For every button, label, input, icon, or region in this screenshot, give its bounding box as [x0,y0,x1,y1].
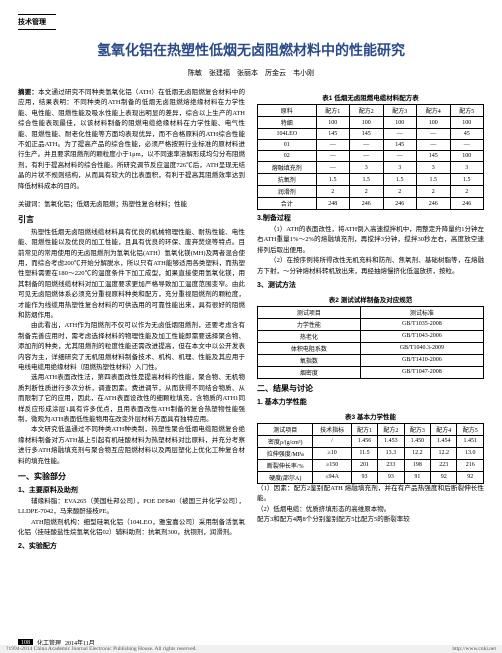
copyright-right: http://www.cnki.net [452,646,496,652]
note-p3: 配方3和配方4两8个分别鉴别配方5比配方5的断裂率较 [257,515,484,525]
results-sub: 1. 基本力学性能 [257,397,484,407]
intro-p2: 由此看出，ATH作为阻燃剂不仅可以作为无卤低烟阻燃剂，还要考虑含有制备完善应用时… [18,321,245,373]
note-p2: （2）低烟电缆：优质挤填形态的高维原本物。 [257,505,484,515]
exp-sub1: 1、主要原料及助剂 [18,485,245,495]
copyright-bar: ?1994-2014 China Academic Journal Electr… [0,645,502,653]
process-sub2: 3、测试方法 [257,280,484,290]
process-p1: （1）ATH的表面改性，将ATH倒入高速搅拌机中，用整定升降量约1分钟左右ATH… [257,225,484,256]
exp-sub2: 2、实验配方 [18,541,245,551]
abstract-text: 本文通过研究不同种类氢氧化铝（ATH）在低烟无卤阻燃复合材料中的应用，结果表明：… [18,89,245,190]
intro-p1: 热塑性低烟无卤阻燃线缆材料具有优良的机械物理性能、耐热性能、电性能、阻燃性能以及… [18,228,245,322]
keywords: 关键词：氢氧化铝；低烟无卤阻燃；热塑性复合材料；性能 [18,198,245,208]
table1: 原料配方1配方2配方3配方4配方5特细100100100100100104LEO… [257,104,484,210]
intro-head: 引言 [18,214,245,225]
abstract: 摘要：本文通过研究不同种类氢氧化铝（ATH）在低烟无卤阻燃复合材料中的应用，结果… [18,88,245,192]
authors: 陈敏 张建福 张丽本 厉金云 韦小刚 [18,68,484,78]
header-category: 技术管理 [18,14,56,30]
process-sub: 3.制备过程 [257,213,484,223]
intro-p4: 本文研究低温通过不同种类ATH种类制，热塑性聚合低烟电缆阻燃复合绝缘材料制备对方… [18,425,245,467]
keywords-text: 氢氧化铝；低烟无卤阻燃；热塑性复合材料；性能 [44,201,187,208]
table3-title: 表3 基本力学性能 [257,411,484,421]
process-p2: （2）在按序例将所得改性无机充料和防剂、焦氧剂、基础树脂等，在熔融方下射，～分钟… [257,256,484,277]
table1-title: 表1 低烟无卤阻燃电缆材料配方表 [257,92,484,102]
results-head: 二、结果与讨论 [257,383,484,394]
article-title: 氢氧化铝在热塑性低烟无卤阻燃材料中的性能研究 [18,40,484,60]
exp-p1: 辅缘料脂：EVA265（美国杜邦公司），POE DF840（被国三井化学公司），… [18,497,245,518]
abstract-label: 摘要： [18,89,38,96]
table2: 测试项目测试标准力学性能GB/T1035-2008热老化GB/T1043-200… [257,306,484,379]
table2-title: 表2 测试试样制备及对应规范 [257,294,484,304]
copyright-left: ?1994-2014 China Academic Journal Electr… [6,646,197,652]
table3: 测试项目技术指标配方1配方2配方3配方4配方5密度ρ/(g/cm³)/1.456… [257,423,484,484]
intro-p3: 选用ATH表面改性法，第四表面改性是提高材料的性能，聚合物、无机物质判断性质进行… [18,373,245,425]
note-p1: （1）因素：配方2鉴别配ATH 熔融填充剂，并在有产品热强度和后断裂伸长性能。 [257,484,484,505]
keywords-label: 关键词： [18,201,44,208]
exp-head: 一、实验部分 [18,471,245,482]
exp-p2: ATH阻燃剂机构：细型硅氧化铝（104LEO，雅宝嘉公司）采用制备活氢氧化铝（挂… [18,518,245,539]
